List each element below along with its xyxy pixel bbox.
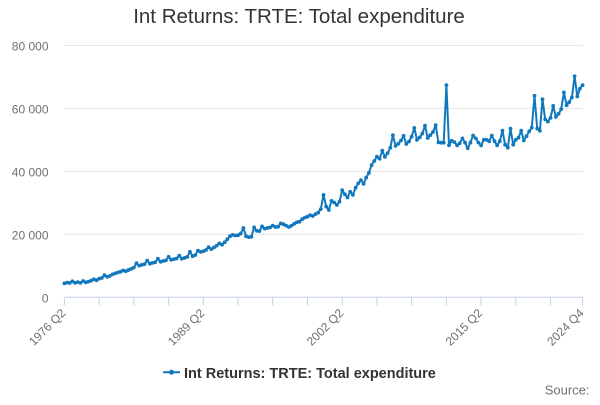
svg-text:40 000: 40 000 <box>12 166 49 180</box>
svg-text:Source:: Source: <box>545 383 590 398</box>
svg-text:0: 0 <box>42 291 49 305</box>
svg-text:Int Returns: TRTE: Total expen: Int Returns: TRTE: Total expenditure <box>133 5 465 28</box>
svg-text:20 000: 20 000 <box>12 229 49 243</box>
svg-text:80 000: 80 000 <box>12 40 49 54</box>
svg-text:Int Returns: TRTE: Total expen: Int Returns: TRTE: Total expenditure <box>184 366 436 382</box>
svg-text:60 000: 60 000 <box>12 103 49 117</box>
